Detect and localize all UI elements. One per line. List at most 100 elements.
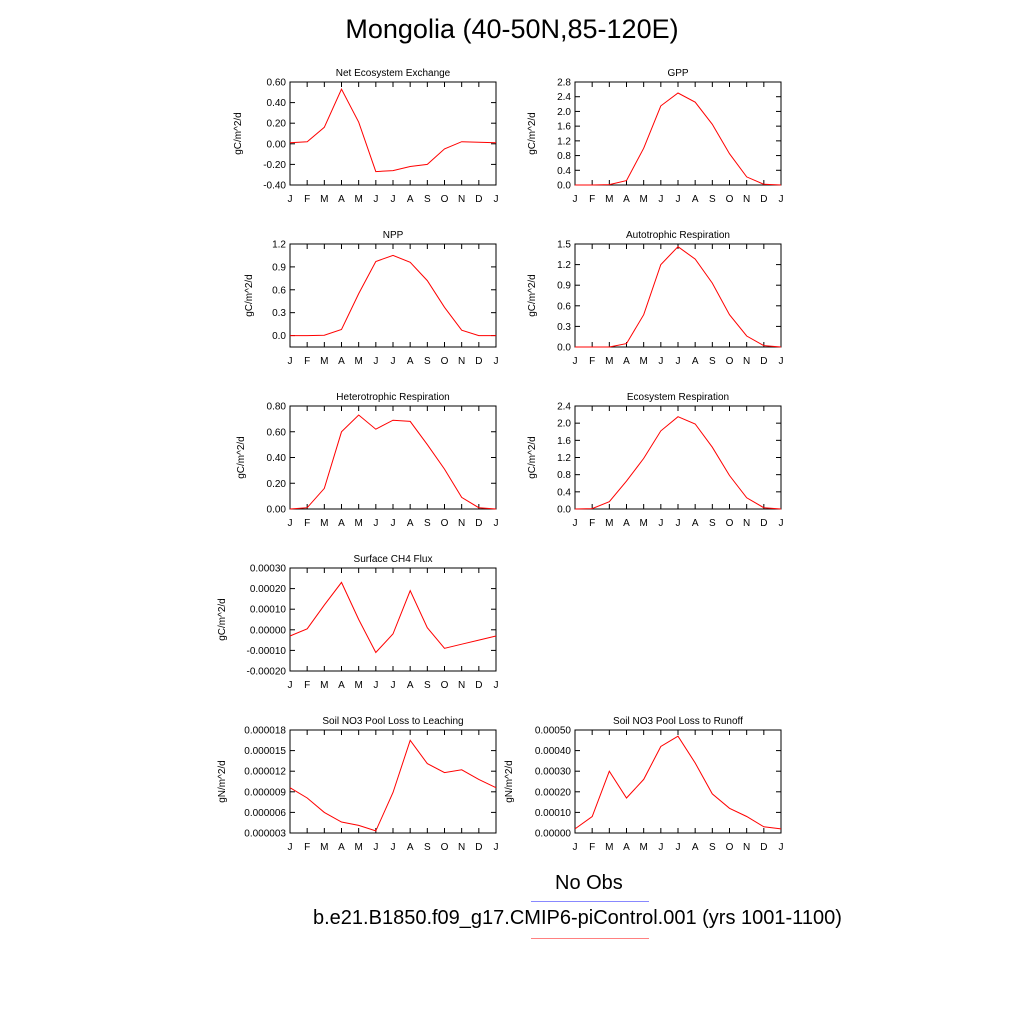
y-tick-label: 0.60 bbox=[267, 427, 287, 438]
x-tick-label: J bbox=[573, 518, 578, 529]
y-tick-label: -0.20 bbox=[263, 160, 286, 171]
x-tick-label: M bbox=[605, 842, 613, 853]
y-tick-label: 0.00050 bbox=[535, 726, 572, 737]
y-tick-label: 1.5 bbox=[557, 240, 571, 251]
x-tick-label: N bbox=[458, 194, 465, 205]
x-tick-label: F bbox=[304, 842, 310, 853]
y-axis-label: gC/m^2/d bbox=[527, 436, 538, 479]
x-tick-label: O bbox=[726, 194, 734, 205]
legend-obs-line bbox=[531, 901, 649, 902]
y-tick-label: 0.000003 bbox=[244, 829, 286, 840]
x-tick-label: S bbox=[424, 356, 431, 367]
x-tick-label: J bbox=[391, 194, 396, 205]
x-tick-label: J bbox=[494, 194, 499, 205]
x-tick-label: O bbox=[441, 194, 449, 205]
x-tick-label: O bbox=[726, 842, 734, 853]
y-tick-label: 0.000006 bbox=[244, 808, 286, 819]
x-tick-label: M bbox=[605, 194, 613, 205]
y-tick-label: 0.00 bbox=[267, 505, 287, 516]
y-tick-label: 0.20 bbox=[267, 119, 287, 130]
x-tick-label: D bbox=[760, 356, 767, 367]
plot-frame bbox=[289, 81, 497, 186]
x-tick-label: S bbox=[709, 356, 716, 367]
legend-model-label: b.e21.B1850.f09_g17.CMIP6-piControl.001 … bbox=[313, 907, 842, 929]
y-tick-label: 0.000012 bbox=[244, 767, 286, 778]
x-tick-label: S bbox=[424, 680, 431, 691]
x-tick-label: D bbox=[475, 194, 482, 205]
y-tick-label: 2.4 bbox=[557, 92, 571, 103]
series-line bbox=[574, 416, 782, 510]
x-tick-label: M bbox=[320, 356, 328, 367]
x-tick-label: F bbox=[304, 356, 310, 367]
y-tick-label: 0.00010 bbox=[250, 605, 287, 616]
panel: Soil NO3 Pool Loss to Leaching gN/m^2/d 0.… bbox=[217, 716, 499, 853]
x-tick-label: D bbox=[475, 842, 482, 853]
x-tick-label: J bbox=[676, 194, 681, 205]
x-tick-label: J bbox=[779, 518, 784, 529]
x-tick-label: F bbox=[304, 680, 310, 691]
x-tick-label: F bbox=[589, 194, 595, 205]
x-tick-label: M bbox=[354, 680, 362, 691]
x-tick-label: M bbox=[320, 194, 328, 205]
y-tick-label: 0.00020 bbox=[535, 787, 572, 798]
x-tick-label: J bbox=[288, 356, 293, 367]
panel: Heterotrophic Respiration gC/m^2/d 0.80 0.6… bbox=[236, 392, 499, 529]
x-tick-label: M bbox=[605, 356, 613, 367]
x-tick-label: J bbox=[779, 356, 784, 367]
x-tick-label: A bbox=[338, 842, 345, 853]
y-tick-label: 0.00030 bbox=[250, 564, 287, 575]
y-tick-label: 0.40 bbox=[267, 98, 287, 109]
x-tick-label: J bbox=[288, 680, 293, 691]
x-tick-label: F bbox=[304, 194, 310, 205]
x-tick-label: M bbox=[354, 356, 362, 367]
panel-title: Surface CH4 Flux bbox=[354, 554, 433, 565]
x-tick-label: A bbox=[692, 356, 699, 367]
y-tick-label: 0.6 bbox=[272, 285, 286, 296]
x-tick-label: S bbox=[709, 518, 716, 529]
x-tick-label: J bbox=[373, 680, 378, 691]
x-tick-label: O bbox=[441, 842, 449, 853]
legend-model-line bbox=[531, 938, 649, 939]
x-tick-label: J bbox=[779, 842, 784, 853]
y-tick-label: 1.2 bbox=[557, 136, 571, 147]
y-tick-label: 0.00000 bbox=[250, 625, 287, 636]
x-tick-label: M bbox=[639, 518, 647, 529]
panel: Ecosystem Respiration gC/m^2/d 2.4 2.0 1.6 1.… bbox=[527, 392, 784, 529]
x-tick-label: A bbox=[338, 680, 345, 691]
x-tick-label: A bbox=[338, 518, 345, 529]
plot-frame bbox=[574, 405, 782, 510]
x-tick-label: A bbox=[407, 842, 414, 853]
y-axis-label: gC/m^2/d bbox=[527, 274, 538, 317]
y-tick-label: 0.0 bbox=[557, 343, 571, 354]
x-tick-label: O bbox=[726, 518, 734, 529]
panel-title: Soil NO3 Pool Loss to Leaching bbox=[322, 716, 463, 727]
x-tick-label: N bbox=[458, 680, 465, 691]
y-tick-label: 0.20 bbox=[267, 479, 287, 490]
x-tick-label: M bbox=[320, 680, 328, 691]
x-tick-label: A bbox=[407, 680, 414, 691]
y-axis-label: gN/m^2/d bbox=[217, 760, 228, 803]
x-tick-label: J bbox=[373, 356, 378, 367]
x-tick-label: A bbox=[692, 194, 699, 205]
x-tick-label: M bbox=[354, 194, 362, 205]
y-axis-label: gN/m^2/d bbox=[504, 760, 515, 803]
y-tick-label: 0.000009 bbox=[244, 787, 286, 798]
x-tick-label: J bbox=[288, 842, 293, 853]
y-tick-label: 1.6 bbox=[557, 436, 571, 447]
panel: Soil NO3 Pool Loss to Runoff gN/m^2/d 0.00… bbox=[504, 716, 784, 853]
x-tick-label: N bbox=[743, 842, 750, 853]
y-tick-label: 0.00 bbox=[267, 139, 287, 150]
series-line bbox=[289, 739, 497, 832]
x-tick-label: A bbox=[407, 194, 414, 205]
panel-title: Net Ecosystem Exchange bbox=[336, 68, 451, 79]
x-tick-label: O bbox=[441, 518, 449, 529]
x-tick-label: S bbox=[424, 194, 431, 205]
x-tick-label: J bbox=[658, 518, 663, 529]
x-tick-label: F bbox=[589, 518, 595, 529]
x-tick-label: S bbox=[424, 842, 431, 853]
plot-frame bbox=[574, 81, 782, 186]
x-tick-label: S bbox=[709, 842, 716, 853]
x-tick-label: J bbox=[373, 194, 378, 205]
y-tick-label: -0.40 bbox=[263, 181, 286, 192]
